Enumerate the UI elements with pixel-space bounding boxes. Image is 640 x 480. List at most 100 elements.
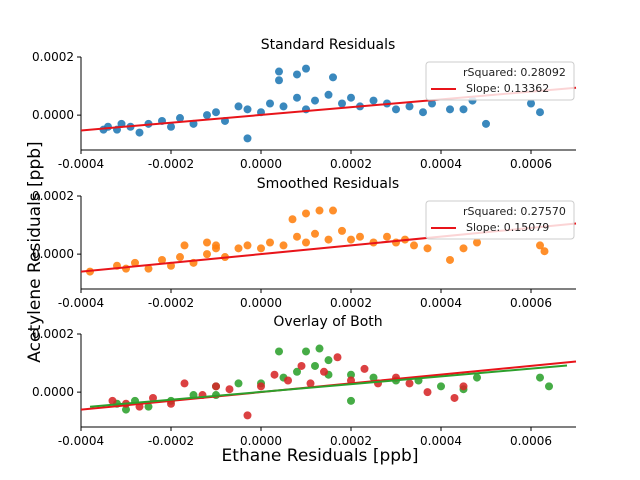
data-point	[536, 373, 544, 382]
data-point	[536, 108, 544, 117]
data-point	[302, 209, 310, 218]
data-point	[203, 238, 211, 247]
data-point	[257, 382, 265, 391]
data-point	[279, 241, 288, 250]
data-point	[324, 235, 333, 244]
data-point	[293, 93, 301, 102]
panel-title: Overlay of Both	[273, 314, 382, 330]
panel-title: Standard Residuals	[261, 37, 396, 53]
y-tick-label: 0.0000	[32, 385, 74, 399]
scatter-series-0	[113, 344, 553, 414]
data-point	[405, 379, 414, 388]
panel-overlay-of-both: Overlay of Both -0.0004 -0.0002 0.0000 0.00…	[32, 314, 577, 448]
data-point	[108, 396, 117, 405]
data-point	[324, 356, 333, 365]
data-point	[243, 241, 252, 250]
x-tick-label: 0.0006	[510, 157, 552, 171]
data-point	[527, 99, 535, 108]
data-point	[275, 347, 283, 356]
data-point	[144, 264, 153, 273]
data-point	[338, 99, 346, 108]
data-point	[122, 264, 130, 273]
x-tick-label: 0.0004	[420, 296, 462, 310]
data-point	[338, 226, 346, 235]
data-point	[446, 105, 454, 114]
data-point	[315, 344, 324, 353]
data-point	[540, 247, 549, 256]
x-tick-label: 0.0000	[240, 434, 282, 448]
y-tick-label: 0.0002	[32, 50, 74, 64]
data-point	[419, 108, 427, 117]
data-point	[167, 122, 175, 131]
data-point	[149, 393, 157, 402]
data-point	[203, 250, 211, 259]
data-point	[423, 244, 432, 253]
data-point	[284, 376, 292, 385]
legend-rsquared: rSquared: 0.28092	[463, 66, 566, 79]
legend-rsquared: rSquared: 0.27570	[463, 205, 566, 218]
plot-area	[81, 344, 577, 420]
legend: rSquared: 0.27570 Slope: 0.15079	[425, 200, 575, 240]
data-point	[302, 238, 310, 247]
data-point	[293, 70, 301, 79]
y-tick-label: 0.0000	[32, 108, 74, 122]
data-point	[275, 76, 283, 85]
x-tick-label: 0.0006	[510, 296, 552, 310]
data-point	[329, 206, 337, 215]
legend: rSquared: 0.28092 Slope: 0.13362	[425, 61, 575, 101]
data-point	[473, 373, 481, 382]
data-point	[297, 361, 306, 370]
data-point	[536, 241, 544, 250]
data-point	[320, 367, 328, 376]
x-tick-label: 0.0000	[240, 157, 282, 171]
data-point	[180, 379, 189, 388]
data-point	[347, 396, 355, 405]
data-point	[410, 241, 418, 250]
data-point	[315, 206, 324, 215]
data-point	[459, 382, 468, 391]
data-point	[383, 232, 391, 241]
data-point	[122, 405, 130, 414]
data-point	[347, 93, 355, 102]
data-point	[176, 253, 184, 262]
x-tick-label: -0.0002	[148, 296, 194, 310]
legend-box	[425, 61, 575, 101]
data-point	[225, 385, 234, 394]
data-point	[293, 367, 301, 376]
data-point	[104, 122, 112, 131]
data-point	[306, 379, 315, 388]
y-axis-label: Acetylene Residuals [ppb]	[25, 141, 45, 362]
legend-slope: Slope: 0.13362	[466, 82, 549, 95]
data-point	[392, 238, 400, 247]
panel-standard-residuals: Standard Residuals -0.0004 -0.0002 0.0000 0…	[32, 37, 577, 171]
x-tick-label: -0.0004	[58, 296, 104, 310]
y-tick-label: 0.0000	[32, 247, 74, 261]
data-point	[333, 353, 342, 362]
data-point	[329, 73, 337, 82]
data-point	[257, 244, 265, 253]
data-point	[311, 229, 319, 238]
data-point	[450, 393, 459, 402]
x-tick-label: -0.0002	[148, 434, 194, 448]
data-point	[270, 370, 279, 379]
data-point	[243, 105, 252, 114]
data-point	[234, 102, 243, 111]
x-tick-label: 0.0002	[330, 296, 372, 310]
data-point	[212, 244, 220, 253]
data-point	[302, 347, 310, 356]
panel-title: Smoothed Residuals	[257, 176, 399, 192]
x-tick-label: 0.0006	[510, 434, 552, 448]
data-point	[369, 373, 378, 382]
data-point	[212, 382, 220, 391]
data-point	[158, 255, 166, 264]
x-tick-label: -0.0002	[148, 157, 194, 171]
data-point	[131, 258, 139, 267]
x-tick-label: 0.0004	[420, 157, 462, 171]
data-point	[356, 232, 364, 241]
data-point	[243, 411, 252, 420]
data-point	[405, 102, 414, 111]
data-point	[459, 105, 468, 114]
legend-box	[425, 200, 575, 240]
data-point	[266, 238, 274, 247]
